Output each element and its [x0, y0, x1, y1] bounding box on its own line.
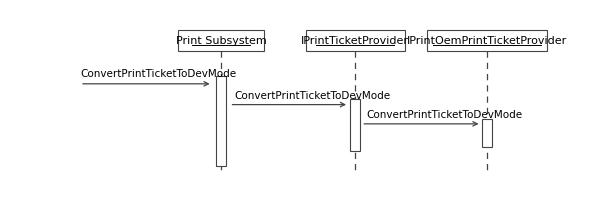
FancyBboxPatch shape [427, 30, 547, 51]
FancyBboxPatch shape [178, 30, 264, 51]
Text: IPrintTicketProvider: IPrintTicketProvider [301, 36, 409, 46]
Text: IPrintOemPrintTicketProvider: IPrintOemPrintTicketProvider [407, 36, 567, 46]
Text: ConvertPrintTicketToDevMode: ConvertPrintTicketToDevMode [366, 110, 522, 120]
FancyBboxPatch shape [306, 30, 405, 51]
FancyBboxPatch shape [482, 119, 491, 147]
Text: Print Subsystem: Print Subsystem [175, 36, 266, 46]
FancyBboxPatch shape [216, 76, 226, 166]
Text: ConvertPrintTicketToDevMode: ConvertPrintTicketToDevMode [234, 91, 390, 101]
Text: ConvertPrintTicketToDevMode: ConvertPrintTicketToDevMode [80, 69, 236, 79]
FancyBboxPatch shape [350, 99, 360, 151]
